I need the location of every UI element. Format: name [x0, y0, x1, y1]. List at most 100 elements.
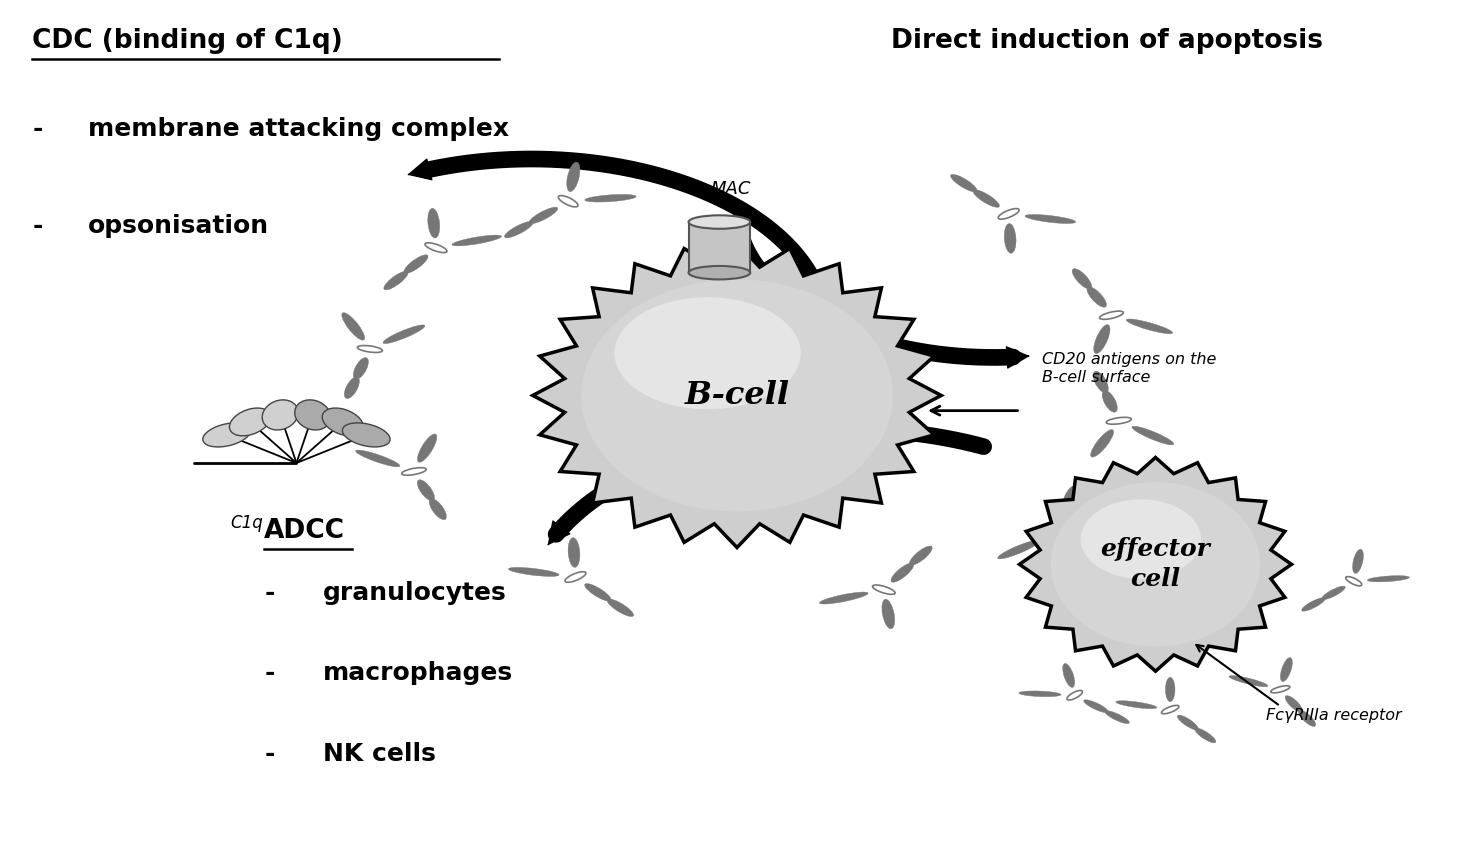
Ellipse shape [529, 207, 557, 224]
Ellipse shape [404, 255, 427, 274]
Ellipse shape [1107, 417, 1132, 424]
Text: NK cells: NK cells [323, 742, 436, 766]
Ellipse shape [873, 585, 895, 594]
Ellipse shape [585, 584, 612, 601]
Ellipse shape [559, 196, 578, 207]
Ellipse shape [951, 174, 977, 192]
Ellipse shape [1063, 664, 1075, 688]
Ellipse shape [1353, 549, 1363, 574]
Text: -: - [264, 742, 274, 766]
Ellipse shape [509, 568, 559, 576]
Ellipse shape [429, 499, 447, 519]
Ellipse shape [383, 271, 408, 290]
Ellipse shape [607, 599, 634, 616]
Ellipse shape [425, 243, 447, 252]
Ellipse shape [323, 408, 364, 436]
Ellipse shape [1019, 691, 1061, 697]
Ellipse shape [1322, 586, 1346, 599]
Text: CDC (binding of C1q): CDC (binding of C1q) [32, 28, 343, 54]
Ellipse shape [1094, 371, 1108, 393]
Ellipse shape [1051, 482, 1260, 647]
Ellipse shape [1281, 658, 1293, 682]
Ellipse shape [688, 215, 750, 229]
Ellipse shape [342, 313, 364, 340]
Ellipse shape [295, 400, 330, 430]
Ellipse shape [417, 434, 436, 462]
Ellipse shape [973, 190, 999, 207]
Ellipse shape [1116, 700, 1157, 709]
Ellipse shape [1126, 319, 1173, 334]
Text: effector
cell: effector cell [1101, 537, 1210, 592]
Ellipse shape [1162, 706, 1179, 714]
Ellipse shape [585, 195, 637, 202]
Text: MAC: MAC [710, 180, 752, 198]
Ellipse shape [1299, 710, 1316, 727]
Ellipse shape [1132, 426, 1173, 445]
Text: B-cell: B-cell [684, 380, 790, 411]
Ellipse shape [688, 266, 750, 280]
Ellipse shape [581, 280, 893, 512]
Ellipse shape [1054, 505, 1069, 526]
Ellipse shape [417, 479, 435, 501]
Ellipse shape [1103, 391, 1117, 412]
Polygon shape [1020, 457, 1291, 672]
Ellipse shape [565, 572, 585, 582]
Ellipse shape [1094, 325, 1110, 354]
Text: opsonisation: opsonisation [88, 214, 270, 238]
Ellipse shape [357, 346, 382, 353]
Ellipse shape [1083, 700, 1108, 712]
Ellipse shape [1195, 728, 1216, 743]
Text: -: - [32, 116, 43, 141]
Ellipse shape [1024, 214, 1076, 224]
Ellipse shape [1368, 575, 1409, 582]
Text: -: - [32, 214, 43, 238]
Text: macrophages: macrophages [323, 661, 513, 685]
Ellipse shape [1058, 544, 1080, 571]
Ellipse shape [1285, 695, 1302, 712]
Ellipse shape [998, 541, 1039, 558]
Ellipse shape [230, 408, 271, 436]
Ellipse shape [1072, 269, 1092, 289]
Ellipse shape [1346, 576, 1362, 586]
FancyBboxPatch shape [688, 222, 750, 273]
Ellipse shape [383, 325, 425, 343]
Ellipse shape [1080, 499, 1201, 579]
Text: ADCC: ADCC [264, 518, 345, 544]
Ellipse shape [1106, 711, 1129, 723]
Text: CD20 antigens on the
B-cell surface: CD20 antigens on the B-cell surface [1042, 352, 1218, 385]
Text: FcγRIIIa receptor: FcγRIIIa receptor [1266, 708, 1402, 723]
Text: -: - [264, 581, 274, 605]
Ellipse shape [1100, 311, 1123, 320]
Ellipse shape [890, 563, 914, 582]
Ellipse shape [820, 592, 868, 604]
Ellipse shape [615, 298, 800, 409]
Ellipse shape [1302, 598, 1325, 611]
Ellipse shape [203, 422, 251, 447]
Polygon shape [532, 243, 942, 547]
Ellipse shape [1041, 531, 1066, 538]
Ellipse shape [1178, 715, 1198, 730]
Ellipse shape [453, 235, 501, 246]
Ellipse shape [504, 221, 534, 238]
Ellipse shape [354, 358, 368, 379]
Ellipse shape [567, 538, 579, 567]
Ellipse shape [1086, 286, 1107, 307]
Ellipse shape [342, 422, 391, 447]
Ellipse shape [881, 599, 895, 629]
Ellipse shape [345, 377, 360, 399]
Ellipse shape [1004, 224, 1016, 253]
Ellipse shape [1166, 677, 1175, 701]
Ellipse shape [1091, 429, 1113, 457]
Ellipse shape [998, 208, 1019, 219]
Ellipse shape [1229, 676, 1268, 687]
Text: C1q: C1q [230, 513, 264, 531]
Text: granulocytes: granulocytes [323, 581, 507, 605]
Ellipse shape [1067, 690, 1082, 700]
Ellipse shape [909, 546, 932, 565]
Ellipse shape [1271, 686, 1290, 693]
Ellipse shape [402, 468, 426, 475]
Text: -: - [264, 661, 274, 685]
Text: Direct induction of apoptosis: Direct induction of apoptosis [892, 28, 1324, 54]
Text: membrane attacking complex: membrane attacking complex [88, 116, 509, 141]
Ellipse shape [566, 162, 579, 191]
